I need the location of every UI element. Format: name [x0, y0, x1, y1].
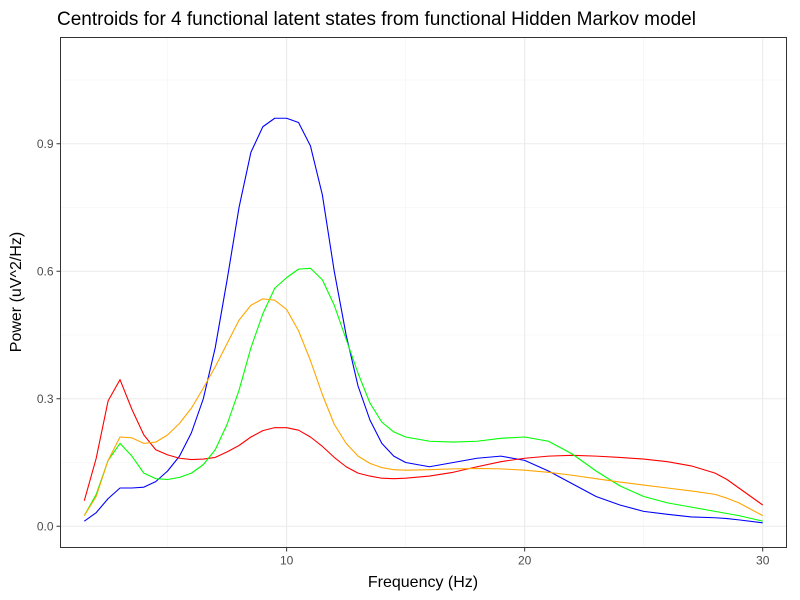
plot-panel-border — [60, 37, 787, 548]
y-tick-label: 0.6 — [37, 264, 54, 278]
y-axis-title: Power (uV^2/Hz) — [8, 232, 25, 352]
chart-title: Centroids for 4 functional latent states… — [57, 9, 696, 30]
series-lines — [83, 117, 764, 524]
y-tick-label: 0.0 — [37, 519, 54, 533]
y-tick-label: 0.9 — [37, 137, 54, 151]
series-line-1 — [83, 117, 763, 524]
x-tick-label: 20 — [518, 554, 532, 568]
x-tick-label: 30 — [756, 554, 770, 568]
series-line-3 — [83, 267, 763, 522]
x-tick-label: 10 — [280, 554, 294, 568]
y-tick-label: 0.3 — [37, 392, 54, 406]
series-line-2 — [83, 379, 764, 506]
series-line-4 — [83, 298, 763, 517]
minor-gridlines — [60, 37, 787, 548]
x-axis-ticks: 10 20 30 — [280, 547, 770, 568]
y-axis-ticks: 0.0 0.3 0.6 0.9 — [37, 137, 61, 533]
major-gridlines — [60, 37, 787, 548]
x-axis-title: Frequency (Hz) — [368, 574, 478, 591]
